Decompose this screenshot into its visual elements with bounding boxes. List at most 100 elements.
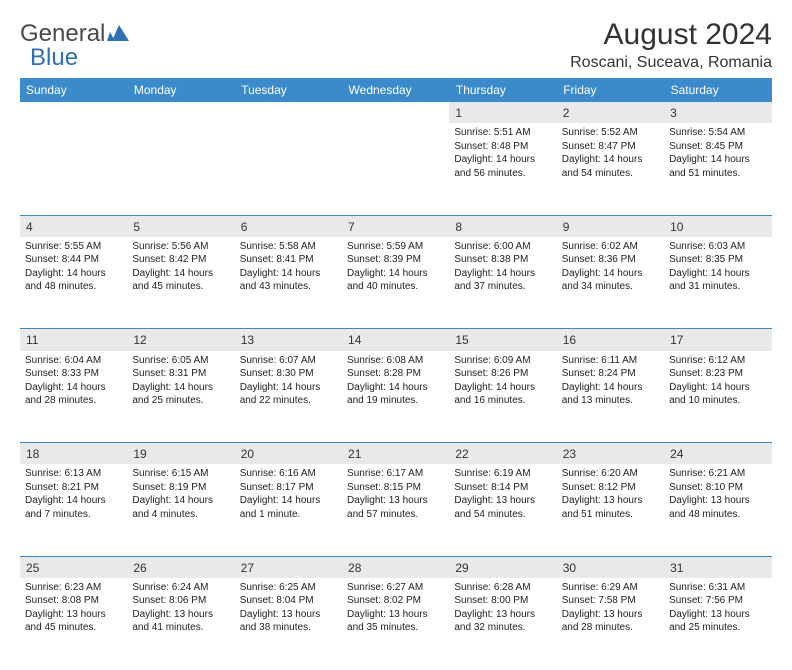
day-detail-line: Daylight: 14 hours and 10 minutes. <box>669 381 766 408</box>
day-detail-cell: Sunrise: 6:29 AMSunset: 7:58 PMDaylight:… <box>557 578 664 670</box>
day-detail-line: Sunrise: 5:59 AM <box>347 240 444 254</box>
day-detail-line: Sunrise: 5:56 AM <box>132 240 229 254</box>
day-detail-line: Sunset: 8:28 PM <box>347 367 444 381</box>
day-detail-line: Sunset: 8:26 PM <box>454 367 551 381</box>
weekday-header: Monday <box>127 78 234 102</box>
day-detail-line: Sunset: 8:48 PM <box>454 140 551 154</box>
day-number-cell: 3 <box>664 102 771 123</box>
day-detail-line: Sunrise: 5:54 AM <box>669 126 766 140</box>
day-detail-line: Sunrise: 6:25 AM <box>240 581 337 595</box>
day-detail-row: Sunrise: 6:04 AMSunset: 8:33 PMDaylight:… <box>20 351 772 443</box>
day-detail-line: Sunset: 8:00 PM <box>454 594 551 608</box>
day-detail-cell: Sunrise: 5:59 AMSunset: 8:39 PMDaylight:… <box>342 237 449 329</box>
day-detail-line: Sunrise: 5:55 AM <box>25 240 122 254</box>
day-number-cell: 23 <box>557 443 664 465</box>
day-detail-row: Sunrise: 5:51 AMSunset: 8:48 PMDaylight:… <box>20 123 772 215</box>
day-number-cell: 30 <box>557 556 664 578</box>
day-detail-line: Sunrise: 5:52 AM <box>562 126 659 140</box>
day-detail-cell: Sunrise: 6:27 AMSunset: 8:02 PMDaylight:… <box>342 578 449 670</box>
day-detail-cell: Sunrise: 6:12 AMSunset: 8:23 PMDaylight:… <box>664 351 771 443</box>
day-detail-line: Sunset: 8:10 PM <box>669 481 766 495</box>
weekday-header: Sunday <box>20 78 127 102</box>
day-number-row: 123 <box>20 102 772 123</box>
day-detail-cell: Sunrise: 5:54 AMSunset: 8:45 PMDaylight:… <box>664 123 771 215</box>
day-detail-line: Sunrise: 6:20 AM <box>562 467 659 481</box>
day-detail-line: Daylight: 13 hours and 54 minutes. <box>454 494 551 521</box>
day-detail-line: Sunset: 7:56 PM <box>669 594 766 608</box>
day-detail-cell: Sunrise: 6:07 AMSunset: 8:30 PMDaylight:… <box>235 351 342 443</box>
month-title: August 2024 <box>570 18 772 52</box>
day-detail-cell: Sunrise: 6:17 AMSunset: 8:15 PMDaylight:… <box>342 464 449 556</box>
day-number-row: 11121314151617 <box>20 329 772 351</box>
day-detail-cell: Sunrise: 6:08 AMSunset: 8:28 PMDaylight:… <box>342 351 449 443</box>
day-detail-line: Daylight: 13 hours and 51 minutes. <box>562 494 659 521</box>
day-number-cell: 28 <box>342 556 449 578</box>
day-detail-line: Sunset: 8:15 PM <box>347 481 444 495</box>
day-detail-line: Sunset: 8:08 PM <box>25 594 122 608</box>
day-detail-line: Daylight: 14 hours and 22 minutes. <box>240 381 337 408</box>
day-detail-line: Sunset: 8:30 PM <box>240 367 337 381</box>
day-detail-cell: Sunrise: 6:23 AMSunset: 8:08 PMDaylight:… <box>20 578 127 670</box>
day-detail-line: Sunset: 8:36 PM <box>562 253 659 267</box>
day-number-cell: 1 <box>449 102 556 123</box>
day-number-cell <box>127 102 234 123</box>
day-number-cell: 2 <box>557 102 664 123</box>
day-detail-line: Sunrise: 6:23 AM <box>25 581 122 595</box>
day-detail-line: Sunset: 8:14 PM <box>454 481 551 495</box>
brand-word-2: Blue <box>30 46 129 70</box>
day-number-cell: 4 <box>20 215 127 237</box>
calendar-header-row: SundayMondayTuesdayWednesdayThursdayFrid… <box>20 78 772 102</box>
day-detail-line: Sunset: 8:47 PM <box>562 140 659 154</box>
day-number-cell: 29 <box>449 556 556 578</box>
day-number-cell: 7 <box>342 215 449 237</box>
day-detail-line: Daylight: 14 hours and 25 minutes. <box>132 381 229 408</box>
day-detail-line: Daylight: 14 hours and 40 minutes. <box>347 267 444 294</box>
day-detail-line: Daylight: 14 hours and 54 minutes. <box>562 153 659 180</box>
day-detail-row: Sunrise: 6:23 AMSunset: 8:08 PMDaylight:… <box>20 578 772 670</box>
day-detail-line: Sunrise: 6:12 AM <box>669 354 766 368</box>
brand-word-1: General <box>20 22 105 46</box>
day-number-row: 18192021222324 <box>20 443 772 465</box>
day-detail-cell: Sunrise: 6:03 AMSunset: 8:35 PMDaylight:… <box>664 237 771 329</box>
day-detail-line: Sunset: 8:12 PM <box>562 481 659 495</box>
day-detail-cell: Sunrise: 5:58 AMSunset: 8:41 PMDaylight:… <box>235 237 342 329</box>
day-number-cell: 9 <box>557 215 664 237</box>
day-number-cell: 10 <box>664 215 771 237</box>
day-detail-cell: Sunrise: 6:11 AMSunset: 8:24 PMDaylight:… <box>557 351 664 443</box>
day-detail-row: Sunrise: 5:55 AMSunset: 8:44 PMDaylight:… <box>20 237 772 329</box>
day-detail-line: Daylight: 14 hours and 56 minutes. <box>454 153 551 180</box>
day-detail-line: Sunrise: 6:00 AM <box>454 240 551 254</box>
day-detail-cell: Sunrise: 6:09 AMSunset: 8:26 PMDaylight:… <box>449 351 556 443</box>
day-detail-line: Daylight: 14 hours and 48 minutes. <box>25 267 122 294</box>
day-number-cell: 14 <box>342 329 449 351</box>
day-detail-cell: Sunrise: 6:31 AMSunset: 7:56 PMDaylight:… <box>664 578 771 670</box>
day-detail-line: Sunrise: 6:07 AM <box>240 354 337 368</box>
day-number-cell: 31 <box>664 556 771 578</box>
day-detail-cell: Sunrise: 6:25 AMSunset: 8:04 PMDaylight:… <box>235 578 342 670</box>
day-detail-line: Daylight: 14 hours and 16 minutes. <box>454 381 551 408</box>
day-detail-line: Sunrise: 6:17 AM <box>347 467 444 481</box>
day-number-cell: 18 <box>20 443 127 465</box>
day-number-cell: 5 <box>127 215 234 237</box>
day-detail-line: Sunset: 8:04 PM <box>240 594 337 608</box>
day-detail-line: Sunrise: 5:58 AM <box>240 240 337 254</box>
day-detail-line: Sunrise: 6:03 AM <box>669 240 766 254</box>
day-detail-cell: Sunrise: 6:05 AMSunset: 8:31 PMDaylight:… <box>127 351 234 443</box>
day-detail-line: Sunset: 8:23 PM <box>669 367 766 381</box>
day-number-cell: 15 <box>449 329 556 351</box>
day-detail-cell: Sunrise: 6:00 AMSunset: 8:38 PMDaylight:… <box>449 237 556 329</box>
flag-icon <box>107 22 129 46</box>
day-detail-line: Daylight: 13 hours and 48 minutes. <box>669 494 766 521</box>
day-detail-cell: Sunrise: 5:55 AMSunset: 8:44 PMDaylight:… <box>20 237 127 329</box>
weekday-header: Wednesday <box>342 78 449 102</box>
calendar-table: SundayMondayTuesdayWednesdayThursdayFrid… <box>20 78 772 670</box>
day-number-row: 25262728293031 <box>20 556 772 578</box>
day-detail-line: Sunrise: 5:51 AM <box>454 126 551 140</box>
day-number-cell: 21 <box>342 443 449 465</box>
day-detail-row: Sunrise: 6:13 AMSunset: 8:21 PMDaylight:… <box>20 464 772 556</box>
day-detail-line: Sunset: 8:33 PM <box>25 367 122 381</box>
day-detail-line: Daylight: 14 hours and 7 minutes. <box>25 494 122 521</box>
weekday-header: Tuesday <box>235 78 342 102</box>
day-detail-line: Sunrise: 6:19 AM <box>454 467 551 481</box>
day-detail-line: Sunrise: 6:02 AM <box>562 240 659 254</box>
